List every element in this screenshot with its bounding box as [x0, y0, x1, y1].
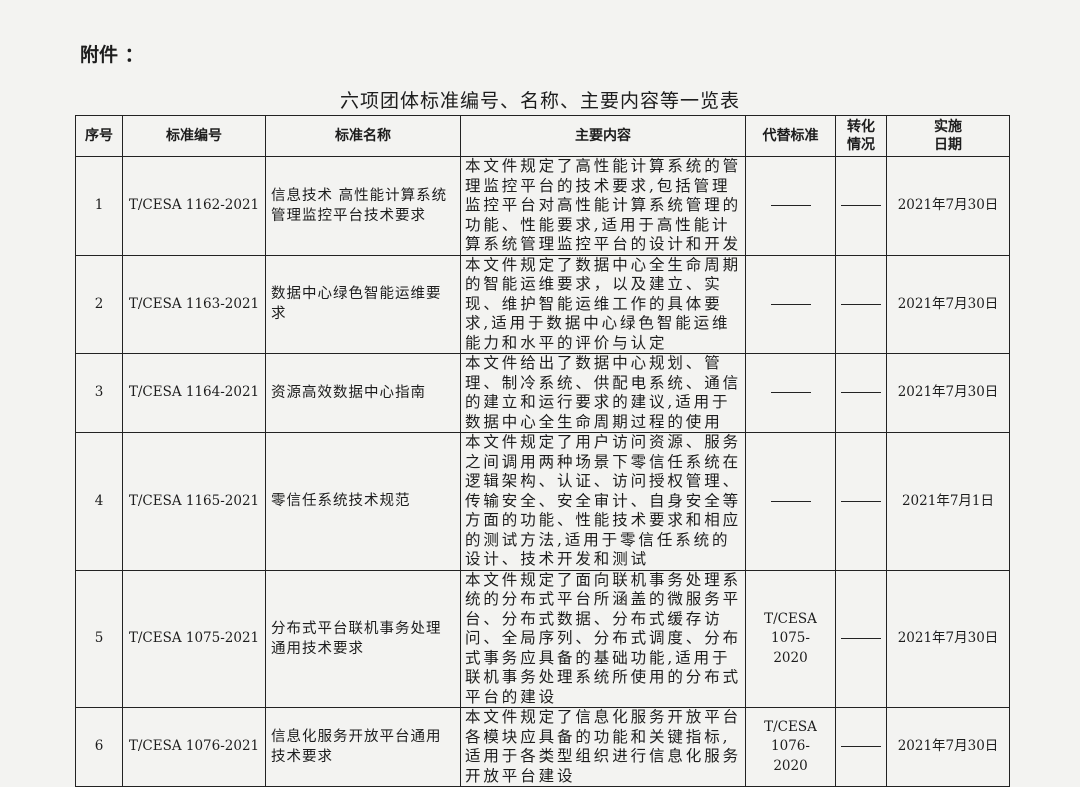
main-content: 本文件规定了数据中心全生命周期的智能运维要求，以及建立、实现、维护智能运维工作的…	[460, 254, 746, 354]
dash-mark	[841, 392, 881, 394]
header-date: 实施日期	[886, 115, 1010, 157]
table-row: 1 T/CESA 1162-2021 信息技术 高性能计算系统管理监控平台技术要求本…	[75, 156, 1010, 256]
dash-mark	[841, 746, 881, 748]
dash-mark	[841, 500, 881, 502]
table-row: 5 T/CESA 1075-2021 分布式平台联机事务处理通用技术要求 本文件规定了…	[75, 569, 1010, 708]
attachment-label: 附件 ：	[80, 44, 144, 66]
dash-mark	[770, 392, 811, 394]
main-content: 本文件规定了面向联机事务处理系统的分布式平台所涵盖的微服务平台、分布式数据、分布…	[460, 569, 746, 708]
implementation-date: 2021年7月1日	[886, 432, 1010, 571]
dash-mark	[770, 205, 811, 206]
header-code: 标准编号	[122, 115, 266, 157]
table-row: 3 T/CESA 1164-2021 资源高效数据中心指南 本文件给出了数据中心规划、…	[75, 353, 1010, 433]
standard-code: T/CESA 1076-2021	[122, 707, 266, 787]
standard-name: 分布式平台联机事务处理通用技术要求	[265, 569, 461, 708]
header-replaces: 代替标准	[745, 115, 836, 157]
conversion-status	[835, 569, 887, 708]
row-number: 2	[75, 254, 123, 354]
standards-table: 序号 标准编号 标准名称 主要内容 代替标准 转化情况 实施日期 1 T/CESA…	[75, 115, 1010, 787]
table-row: 2 T/CESA 1163-2021 数据中心绿色智能运维要求 本文件规定了数据中心全…	[75, 254, 1010, 354]
conversion-status	[835, 353, 887, 433]
replaced-standard: T/CESA 1076-2020	[745, 707, 836, 787]
row-number: 3	[75, 353, 123, 433]
conversion-status	[835, 707, 887, 787]
document-title: 六项团体标准编号、名称、主要内容等一览表	[339, 90, 740, 112]
main-content: 本文件规定了用户访问资源、服务之间调用两种场景下零信任系统在逻辑架构、认证、访问…	[460, 432, 746, 571]
standard-name: 资源高效数据中心指南	[265, 353, 461, 433]
implementation-date: 2021年7月30日	[886, 353, 1010, 433]
standard-name: 信息化服务开放平台通用技术要求	[265, 707, 461, 787]
dash-mark	[770, 303, 811, 305]
header-content: 主要内容	[460, 115, 746, 157]
conversion-status	[835, 156, 887, 256]
conversion-status	[835, 254, 887, 354]
standard-code: T/CESA 1163-2021	[122, 254, 266, 354]
standard-name: 零信任系统技术规范	[265, 432, 461, 571]
standard-name: 信息技术 高性能计算系统管理监控平台技术要求	[265, 156, 461, 256]
implementation-date: 2021年7月30日	[886, 569, 1010, 708]
main-content: 本文件给出了数据中心规划、管理、制冷系统、供配电系统、通信的建立和运行要求的建议…	[460, 353, 746, 433]
implementation-date: 2021年7月30日	[886, 156, 1010, 256]
row-number: 6	[75, 707, 123, 787]
standard-code: T/CESA 1075-2021	[122, 569, 266, 708]
dash-mark	[841, 303, 881, 305]
header-no: 序号	[75, 115, 123, 157]
implementation-date: 2021年7月30日	[886, 707, 1010, 787]
replaced-standard	[745, 353, 836, 433]
table-row: 4 T/CESA 1165-2021 零信任系统技术规范 本文件规定了用户访问资源、服…	[75, 432, 1010, 571]
standard-code: T/CESA 1165-2021	[122, 432, 266, 571]
header-name: 标准名称	[265, 115, 461, 157]
table-header-row: 序号 标准编号 标准名称 主要内容 代替标准 转化情况 实施日期	[75, 115, 1010, 157]
implementation-date: 2021年7月30日	[886, 254, 1010, 354]
standard-code: T/CESA 1162-2021	[122, 156, 266, 256]
dash-mark	[841, 205, 881, 206]
standard-code: T/CESA 1164-2021	[122, 353, 266, 433]
replaced-standard: T/CESA 1075-2020	[745, 569, 836, 708]
main-content: 本文件规定了高性能计算系统的管理监控平台的技术要求,包括管理监控平台对高性能计算…	[460, 156, 746, 256]
replaced-standard	[745, 254, 836, 354]
dash-mark	[770, 500, 811, 502]
row-number: 4	[75, 432, 123, 571]
row-number: 1	[75, 156, 123, 256]
standard-name: 数据中心绿色智能运维要求	[265, 254, 461, 354]
header-conversion: 转化情况	[835, 115, 887, 157]
main-content: 本文件规定了信息化服务开放平台各模块应具备的功能和关键指标,适用于各类型组织进行…	[460, 707, 746, 787]
conversion-status	[835, 432, 887, 571]
dash-mark	[841, 638, 881, 639]
row-number: 5	[75, 569, 123, 708]
replaced-standard	[745, 432, 836, 571]
replaced-standard	[745, 156, 836, 256]
table-row: 6 T/CESA 1076-2021 信息化服务开放平台通用技术要求 本文件规定了信息…	[75, 707, 1010, 787]
